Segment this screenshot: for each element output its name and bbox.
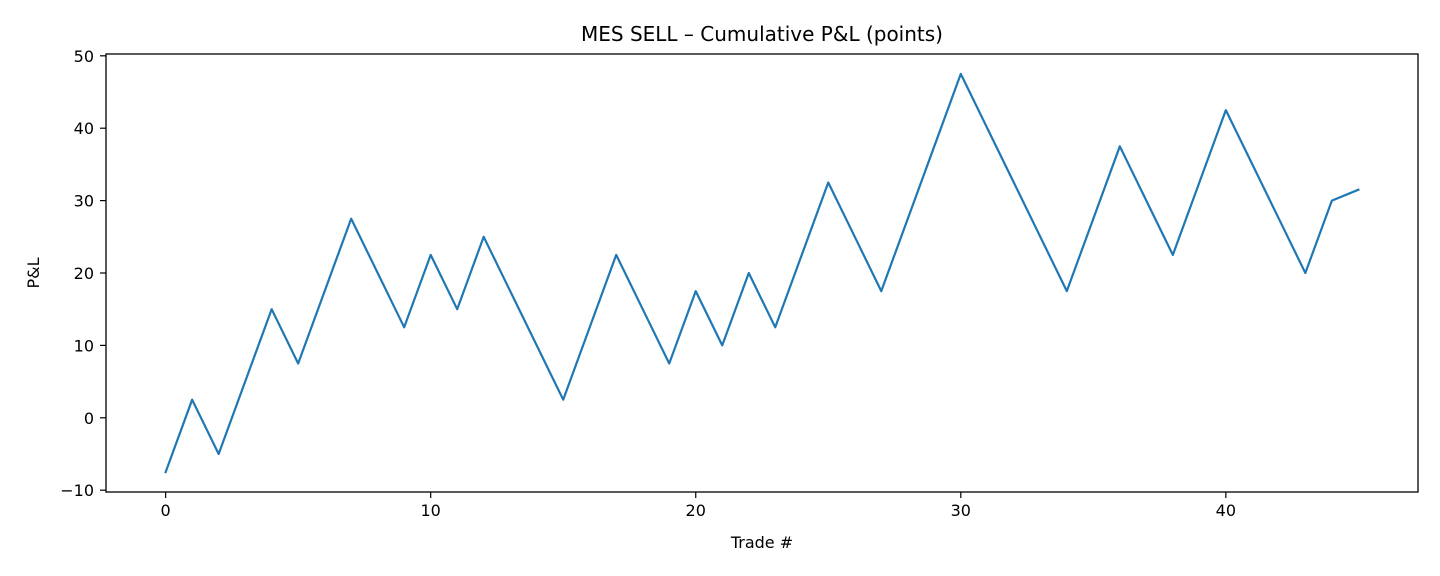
plot-frame: [105, 53, 1419, 493]
y-tick-label: 10: [74, 336, 94, 355]
x-axis: 0 10 20 30 40: [161, 492, 1236, 520]
x-tick-label: 20: [686, 501, 706, 520]
y-axis-label: P&L: [24, 257, 43, 288]
y-tick-label: 50: [74, 47, 94, 66]
x-tick-label: 0: [161, 501, 171, 520]
x-tick-label: 30: [951, 501, 971, 520]
chart-title: MES SELL – Cumulative P&L (points): [581, 22, 943, 46]
y-tick-label: 20: [74, 264, 94, 283]
x-tick-label: 40: [1216, 501, 1236, 520]
series-layer: [164, 72, 1360, 474]
y-axis: −10 0 10 20 30 40 50: [60, 47, 106, 500]
y-tick-label: 30: [74, 192, 94, 211]
x-axis-label: Trade #: [730, 533, 793, 552]
y-tick-label: 0: [84, 409, 94, 428]
y-tick-label: 40: [74, 119, 94, 138]
y-tick-label: −10: [60, 481, 94, 500]
series-line: [164, 72, 1360, 474]
x-tick-label: 10: [421, 501, 441, 520]
